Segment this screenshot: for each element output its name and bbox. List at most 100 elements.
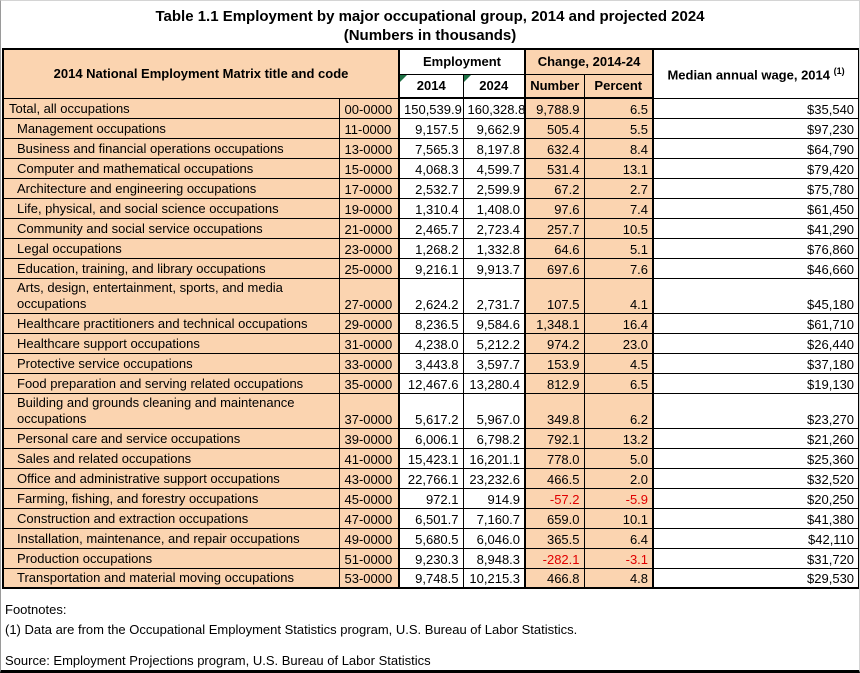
cell-median-wage: $61,710 (652, 312, 859, 334)
cell-occupation-code: 49-0000 (338, 527, 400, 549)
cell-change-percent: 5.1 (583, 237, 654, 259)
cell-occupation-code: 21-0000 (338, 217, 400, 239)
cell-median-wage: $29,530 (652, 567, 859, 589)
cell-employment-2014: 2,465.7 (398, 217, 464, 239)
cell-occupation-title: Healthcare practitioners and technical o… (2, 312, 340, 334)
cell-employment-2024: 23,232.6 (462, 467, 526, 489)
cell-employment-2014: 7,565.3 (398, 137, 464, 159)
cell-employment-2024: 6,798.2 (462, 427, 526, 449)
cell-occupation-code: 23-0000 (338, 237, 400, 259)
table-title-line1: Table 1.1 Employment by major occupation… (155, 8, 705, 25)
cell-occupation-title: Sales and related occupations (2, 447, 340, 469)
cell-employment-2014: 972.1 (398, 487, 464, 509)
cell-median-wage: $75,780 (652, 177, 859, 199)
cell-change-percent: 7.4 (583, 197, 654, 219)
cell-employment-2024: 2,599.9 (462, 177, 526, 199)
cell-occupation-title: Production occupations (2, 547, 340, 569)
cell-median-wage: $37,180 (652, 352, 859, 374)
cell-change-number: 67.2 (524, 177, 585, 199)
table-row: Community and social service occupations… (2, 217, 859, 239)
cell-employment-2014: 6,006.1 (398, 427, 464, 449)
cell-change-number: 349.8 (524, 392, 585, 429)
table-row: Transportation and material moving occup… (2, 567, 859, 589)
footnote-ref-1: (1) (833, 65, 845, 76)
cell-median-wage: $64,790 (652, 137, 859, 159)
cell-change-percent: 13.1 (583, 157, 654, 179)
table-row: Protective service occupations 33-0000 3… (2, 352, 859, 374)
cell-median-wage: $25,360 (652, 447, 859, 469)
table-header: 2014 National Employment Matrix title an… (2, 48, 859, 99)
cell-occupation-code: 27-0000 (338, 277, 400, 314)
employment-table: 2014 National Employment Matrix title an… (2, 48, 859, 589)
cell-employment-2024: 8,948.3 (462, 547, 526, 569)
cell-change-number: 531.4 (524, 157, 585, 179)
cell-employment-2024: 3,597.7 (462, 352, 526, 374)
cell-employment-2014: 15,423.1 (398, 447, 464, 469)
header-median-wage-label: Median annual wage, 2014 (667, 66, 830, 82)
cell-occupation-title: Total, all occupations (2, 97, 340, 119)
cell-employment-2014: 1,310.4 (398, 197, 464, 219)
cell-change-number: 697.6 (524, 257, 585, 279)
cell-employment-2014: 6,501.7 (398, 507, 464, 529)
cell-occupation-code: 53-0000 (338, 567, 400, 589)
cell-occupation-title: Business and financial operations occupa… (2, 137, 340, 159)
cell-occupation-title: Healthcare support occupations (2, 332, 340, 354)
cell-employment-2024: 1,332.8 (462, 237, 526, 259)
cell-employment-2024: 9,662.9 (462, 117, 526, 139)
cell-occupation-code: 17-0000 (338, 177, 400, 199)
cell-occupation-title: Management occupations (2, 117, 340, 139)
cell-change-percent: 5.5 (583, 117, 654, 139)
cell-median-wage: $23,270 (652, 392, 859, 429)
cell-occupation-title: Community and social service occupations (2, 217, 340, 239)
cell-change-number: 365.5 (524, 527, 585, 549)
cell-change-percent: 6.4 (583, 527, 654, 549)
table-title-line2: (Numbers in thousands) (343, 27, 517, 44)
cell-median-wage: $97,230 (652, 117, 859, 139)
cell-change-number: -57.2 (524, 487, 585, 509)
cell-change-percent: 6.2 (583, 392, 654, 429)
cell-change-number: 64.6 (524, 237, 585, 259)
cell-occupation-code: 29-0000 (338, 312, 400, 334)
cell-occupation-title: Education, training, and library occupat… (2, 257, 340, 279)
header-col-number: Number (524, 73, 585, 99)
cell-employment-2024: 1,408.0 (462, 197, 526, 219)
cell-change-percent: -3.1 (583, 547, 654, 569)
table-row: Personal care and service occupations 39… (2, 427, 859, 449)
cell-employment-2024: 6,046.0 (462, 527, 526, 549)
cell-employment-2014: 150,539.9 (398, 97, 464, 119)
table-row: Healthcare support occupations 31-0000 4… (2, 332, 859, 354)
header-col-2014: 2014 (398, 73, 464, 99)
table-row: Installation, maintenance, and repair oc… (2, 527, 859, 549)
cell-change-number: 812.9 (524, 372, 585, 394)
cell-change-number: 466.5 (524, 467, 585, 489)
cell-employment-2014: 4,068.3 (398, 157, 464, 179)
cell-employment-2024: 914.9 (462, 487, 526, 509)
cell-employment-2024: 7,160.7 (462, 507, 526, 529)
cell-change-number: 505.4 (524, 117, 585, 139)
table-row: Office and administrative support occupa… (2, 467, 859, 489)
cell-occupation-code: 15-0000 (338, 157, 400, 179)
cell-occupation-code: 45-0000 (338, 487, 400, 509)
cell-change-number: 974.2 (524, 332, 585, 354)
cell-employment-2024: 2,723.4 (462, 217, 526, 239)
cell-occupation-title: Personal care and service occupations (2, 427, 340, 449)
cell-change-number: 792.1 (524, 427, 585, 449)
cell-employment-2024: 9,584.6 (462, 312, 526, 334)
cell-occupation-code: 13-0000 (338, 137, 400, 159)
table-row: Total, all occupations 00-0000 150,539.9… (2, 97, 859, 119)
cell-employment-2014: 3,443.8 (398, 352, 464, 374)
header-employment-group: Employment (397, 48, 526, 75)
cell-employment-2024: 2,731.7 (462, 277, 526, 314)
cell-change-number: 1,348.1 (524, 312, 585, 334)
cell-change-number: -282.1 (524, 547, 585, 569)
header-col-percent: Percent (583, 73, 654, 99)
cell-median-wage: $19,130 (652, 372, 859, 394)
cell-change-percent: 8.4 (583, 137, 654, 159)
header-change-group: Change, 2014-24 (524, 48, 654, 75)
cell-employment-2014: 5,617.2 (398, 392, 464, 429)
cell-occupation-code: 47-0000 (338, 507, 400, 529)
cell-change-percent: 10.5 (583, 217, 654, 239)
cell-employment-2024: 10,215.3 (462, 567, 526, 589)
cell-change-percent: 6.5 (583, 372, 654, 394)
